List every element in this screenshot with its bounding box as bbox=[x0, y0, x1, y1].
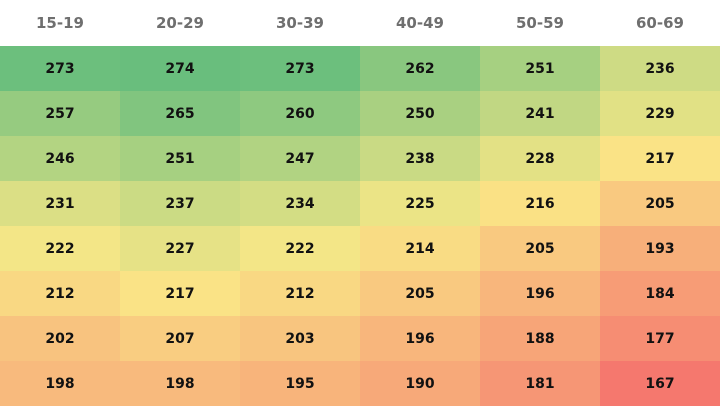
table-cell: 229 bbox=[600, 91, 720, 136]
table-cell: 205 bbox=[360, 271, 480, 316]
table-cell: 274 bbox=[120, 46, 240, 91]
table-cell: 181 bbox=[480, 361, 600, 406]
table-row: 212 217 212 205 196 184 bbox=[0, 271, 720, 316]
column-header: 20-29 bbox=[156, 14, 204, 32]
table-cell: 196 bbox=[480, 271, 600, 316]
table-cell: 262 bbox=[360, 46, 480, 91]
column-header: 50-59 bbox=[516, 14, 564, 32]
table-cell: 216 bbox=[480, 181, 600, 226]
column-header: 15-19 bbox=[36, 14, 84, 32]
table-cell: 228 bbox=[480, 136, 600, 181]
table-cell: 231 bbox=[0, 181, 120, 226]
table-cell: 273 bbox=[0, 46, 120, 91]
table-cell: 198 bbox=[0, 361, 120, 406]
table-cell: 205 bbox=[600, 181, 720, 226]
column-header: 40-49 bbox=[396, 14, 444, 32]
table-cell: 247 bbox=[240, 136, 360, 181]
table-cell: 251 bbox=[120, 136, 240, 181]
table-cell: 177 bbox=[600, 316, 720, 361]
table-cell: 250 bbox=[360, 91, 480, 136]
table-cell: 227 bbox=[120, 226, 240, 271]
table-cell: 214 bbox=[360, 226, 480, 271]
table-cell: 217 bbox=[600, 136, 720, 181]
table-cell: 190 bbox=[360, 361, 480, 406]
table-cell: 238 bbox=[360, 136, 480, 181]
table-cell: 237 bbox=[120, 181, 240, 226]
table-cell: 257 bbox=[0, 91, 120, 136]
table-cell: 212 bbox=[240, 271, 360, 316]
table-row: 257 265 260 250 241 229 bbox=[0, 91, 720, 136]
table-cell: 234 bbox=[240, 181, 360, 226]
column-header: 30-39 bbox=[276, 14, 324, 32]
table-row: 202 207 203 196 188 177 bbox=[0, 316, 720, 361]
table-cell: 225 bbox=[360, 181, 480, 226]
header-row: 15-19 20-29 30-39 40-49 50-59 60-69 bbox=[0, 0, 720, 46]
table-row: 246 251 247 238 228 217 bbox=[0, 136, 720, 181]
table-cell: 217 bbox=[120, 271, 240, 316]
table-cell: 193 bbox=[600, 226, 720, 271]
table-cell: 207 bbox=[120, 316, 240, 361]
table-cell: 167 bbox=[600, 361, 720, 406]
column-header: 60-69 bbox=[636, 14, 684, 32]
table-row: 273 274 273 262 251 236 bbox=[0, 46, 720, 91]
table-cell: 202 bbox=[0, 316, 120, 361]
table-cell: 246 bbox=[0, 136, 120, 181]
table-cell: 273 bbox=[240, 46, 360, 91]
table-cell: 198 bbox=[120, 361, 240, 406]
table-cell: 260 bbox=[240, 91, 360, 136]
table-cell: 188 bbox=[480, 316, 600, 361]
table-cell: 222 bbox=[0, 226, 120, 271]
table-body: 273 274 273 262 251 236 257 265 260 250 241 229 246 2… bbox=[0, 46, 720, 406]
table-cell: 241 bbox=[480, 91, 600, 136]
table-cell: 184 bbox=[600, 271, 720, 316]
table-row: 231 237 234 225 216 205 bbox=[0, 181, 720, 226]
table-row: 222 227 222 214 205 193 bbox=[0, 226, 720, 271]
table-cell: 212 bbox=[0, 271, 120, 316]
table-cell: 222 bbox=[240, 226, 360, 271]
table-cell: 265 bbox=[120, 91, 240, 136]
table-cell: 196 bbox=[360, 316, 480, 361]
table-cell: 203 bbox=[240, 316, 360, 361]
table-row: 198 198 195 190 181 167 bbox=[0, 361, 720, 406]
table-cell: 195 bbox=[240, 361, 360, 406]
table-cell: 205 bbox=[480, 226, 600, 271]
table-cell: 236 bbox=[600, 46, 720, 91]
table-cell: 251 bbox=[480, 46, 600, 91]
